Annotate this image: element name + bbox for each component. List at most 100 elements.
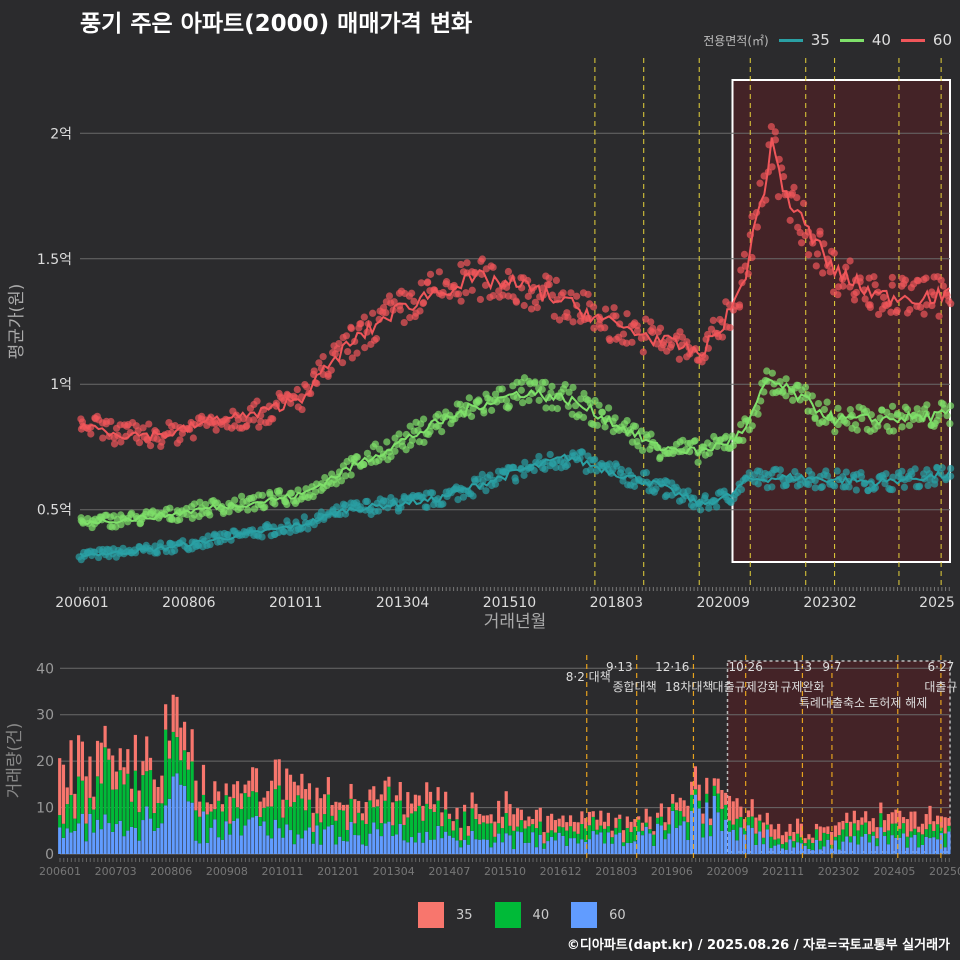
volume-bar-35 [875, 827, 879, 839]
scatter-point-40 [258, 491, 267, 499]
volume-bar-60 [432, 839, 436, 854]
volume-bar-60 [580, 839, 584, 854]
volume-bar-40 [160, 803, 164, 824]
volume-bar-60 [474, 839, 478, 854]
series-line-35 [79, 453, 951, 558]
volume-bar-60 [599, 832, 603, 854]
volume-bar-35 [353, 799, 357, 824]
volume-bar-35 [341, 804, 346, 811]
volume-bar-60 [568, 838, 573, 854]
scatter-point-60 [922, 274, 930, 282]
volume-bar-35 [633, 819, 637, 827]
volume-bar-60 [61, 837, 66, 854]
scatter-point-35 [530, 466, 538, 475]
volume-bar-35 [886, 814, 890, 831]
volume-bar-35 [107, 748, 111, 760]
volume-bar-35 [504, 791, 508, 814]
volume-bar-60 [830, 848, 834, 854]
scatter-point-60 [619, 330, 628, 338]
volume-bar-40 [867, 834, 872, 843]
volume-bar-35 [792, 832, 796, 842]
scatter-point-40 [219, 509, 227, 518]
scatter-point-40 [538, 385, 546, 393]
volume-bar-40 [587, 825, 592, 840]
volume-bar-60 [447, 835, 452, 854]
scatter-point-60 [892, 308, 900, 316]
scatter-point-40 [406, 422, 414, 430]
scatter-point-60 [622, 339, 631, 347]
volume-bar-60 [326, 826, 330, 854]
scatter-point-60 [656, 324, 665, 332]
volume-bar-40 [701, 823, 705, 838]
volume-bar-35 [179, 727, 183, 761]
scatter-point-60 [846, 257, 854, 265]
volume-bar-60 [353, 835, 357, 854]
scatter-point-40 [656, 453, 664, 461]
volume-highlight-region [726, 660, 951, 853]
bar-legend-swatch-35 [418, 902, 444, 928]
volume-bar-35 [73, 793, 77, 819]
volume-bar-40 [372, 807, 376, 823]
scatter-point-35 [888, 486, 897, 494]
volume-bar-40 [807, 839, 811, 849]
volume-bar-60 [856, 844, 860, 854]
scatter-point-40 [694, 458, 702, 466]
volume-bar-40 [319, 822, 323, 845]
volume-bar-35 [920, 823, 925, 835]
bar-legend-swatch-60 [571, 902, 598, 928]
volume-bar-35 [410, 803, 414, 814]
bar-x-tick-label: 201510 [484, 865, 526, 878]
volume-bar-60 [444, 831, 448, 854]
scatter-point-60 [135, 439, 144, 447]
volume-bar-35 [712, 778, 716, 786]
volume-bar-40 [285, 799, 289, 825]
scatter-point-40 [294, 486, 302, 494]
volume-bar-35 [474, 803, 478, 820]
scatter-point-40 [205, 508, 213, 516]
volume-bar-60 [947, 831, 951, 854]
volume-bar-40 [777, 838, 781, 845]
scatter-point-60 [157, 442, 165, 451]
volume-bar-35 [811, 837, 815, 843]
volume-bar-35 [421, 805, 425, 821]
volume-bar-40 [811, 842, 815, 851]
volume-bar-35 [485, 815, 489, 824]
scatter-point-40 [337, 477, 346, 485]
volume-bar-35 [837, 822, 841, 836]
volume-bar-35 [894, 809, 898, 824]
scatter-point-60 [906, 305, 914, 314]
volume-bar-40 [864, 822, 868, 834]
scatter-point-60 [628, 338, 636, 346]
volume-bar-35 [860, 817, 864, 825]
scatter-point-35 [768, 483, 776, 491]
scatter-point-60 [879, 293, 888, 301]
scatter-point-35 [947, 472, 955, 480]
volume-bar-60 [122, 836, 126, 854]
volume-bar-40 [175, 737, 179, 774]
volume-bar-35 [913, 811, 917, 829]
volume-bar-35 [489, 814, 493, 824]
volume-bar-40 [107, 759, 111, 824]
legend-label-60: 60 [932, 31, 952, 49]
volume-bar-60 [417, 832, 421, 854]
scatter-point-60 [424, 278, 432, 286]
volume-bar-40 [928, 824, 932, 839]
scatter-point-60 [476, 295, 485, 304]
scatter-point-60 [253, 397, 261, 405]
volume-bar-40 [296, 795, 300, 835]
scatter-point-60 [563, 309, 571, 317]
scatter-point-60 [212, 426, 220, 434]
scatter-point-60 [369, 309, 377, 317]
bar-legend-swatch-40 [494, 902, 521, 928]
volume-bar-60 [671, 810, 675, 854]
volume-bar-40 [364, 823, 368, 846]
legend-item-40: 40 [839, 31, 891, 49]
volume-bar-40 [663, 830, 667, 840]
volume-bar-40 [474, 819, 478, 840]
scatter-point-40 [647, 430, 655, 438]
volume-bar-35 [693, 766, 698, 790]
volume-bar-60 [803, 845, 807, 854]
volume-bar-35 [254, 768, 259, 793]
volume-bar-35 [455, 807, 459, 820]
scatter-point-60 [527, 305, 536, 313]
